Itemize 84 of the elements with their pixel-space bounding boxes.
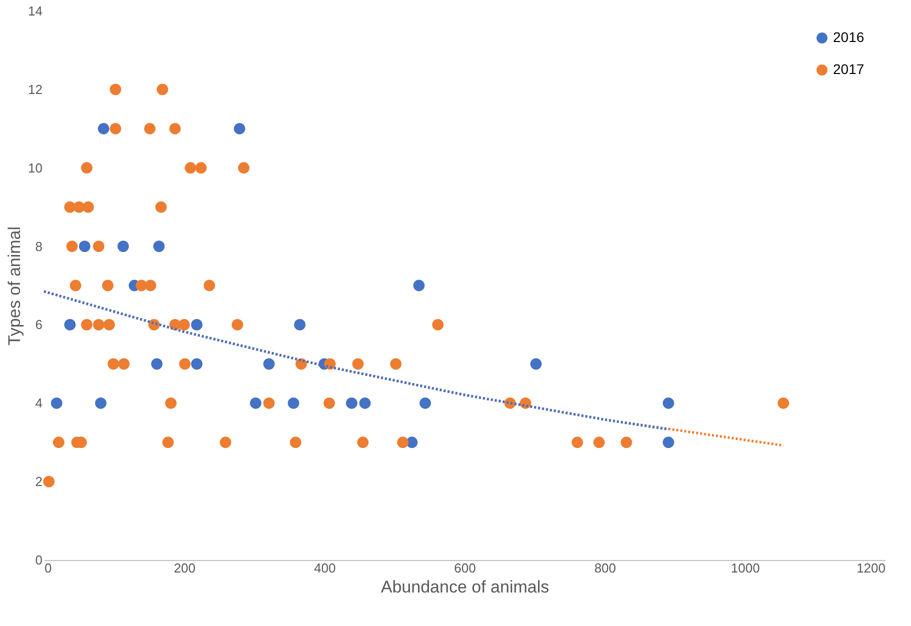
point [118, 358, 130, 370]
x-tick-label: 1000 [730, 560, 760, 576]
point [70, 280, 82, 292]
point [620, 436, 632, 448]
point [662, 397, 674, 409]
point [413, 280, 425, 292]
point [144, 122, 156, 134]
point [144, 280, 156, 292]
point [92, 240, 104, 252]
point [81, 162, 92, 174]
point [232, 319, 244, 330]
point [530, 358, 542, 370]
point [165, 397, 177, 409]
x-tick-label: 1200 [856, 560, 886, 576]
point [103, 319, 115, 330]
point [110, 84, 122, 96]
point [110, 122, 122, 134]
x-tick-label: 0 [44, 560, 52, 576]
point [78, 240, 90, 252]
point [50, 397, 62, 409]
point [64, 319, 76, 330]
point [220, 436, 232, 448]
y-tick-label: 2 [35, 474, 42, 490]
point [53, 436, 64, 448]
point [397, 436, 409, 448]
x-axis-title: Abundance of animals [380, 578, 550, 596]
y-tick-label: 10 [28, 160, 42, 176]
point [234, 122, 246, 134]
point [155, 201, 167, 213]
x-tick-label: 800 [594, 560, 616, 576]
point [263, 358, 275, 370]
point [43, 476, 55, 488]
point [294, 319, 306, 330]
point [108, 358, 120, 370]
legend-label: 2016 [833, 29, 864, 45]
point [82, 201, 94, 213]
point [324, 397, 335, 409]
point [357, 436, 369, 448]
point [179, 358, 191, 370]
point [290, 436, 302, 448]
point [136, 280, 148, 292]
point [156, 84, 168, 96]
point [92, 319, 104, 330]
point [238, 162, 250, 174]
point [420, 397, 431, 409]
point [95, 397, 106, 409]
point [263, 397, 275, 409]
point [81, 319, 92, 330]
legend-label: 2017 [833, 61, 864, 77]
point [662, 436, 674, 448]
point [432, 319, 444, 330]
y-tick-label: 8 [35, 238, 42, 254]
y-tick-label: 14 [28, 4, 42, 18]
point [98, 122, 110, 134]
point [572, 436, 584, 448]
point [162, 436, 174, 448]
line-series [42, 290, 670, 431]
point [169, 122, 181, 134]
point [184, 162, 196, 174]
point [204, 280, 216, 292]
point [288, 397, 300, 409]
y-tick-label: 6 [35, 317, 42, 332]
point [117, 240, 129, 252]
point [195, 162, 207, 174]
point [66, 240, 78, 252]
point [778, 397, 790, 409]
point [250, 397, 262, 409]
point [151, 358, 163, 370]
x-tick-label: 200 [174, 560, 196, 576]
x-tick-label: 400 [314, 560, 336, 576]
x-tick-label: 600 [454, 560, 476, 576]
point [102, 280, 114, 292]
point [352, 358, 364, 370]
y-axis-title: Types of animal [5, 226, 24, 346]
point [390, 358, 402, 370]
point [346, 397, 358, 409]
y-tick-label: 4 [35, 396, 42, 411]
point [359, 397, 371, 409]
point [191, 319, 202, 330]
y-tick-label: 12 [28, 82, 42, 97]
point [593, 436, 605, 448]
point [191, 358, 202, 370]
point [153, 240, 165, 252]
point [178, 319, 190, 330]
